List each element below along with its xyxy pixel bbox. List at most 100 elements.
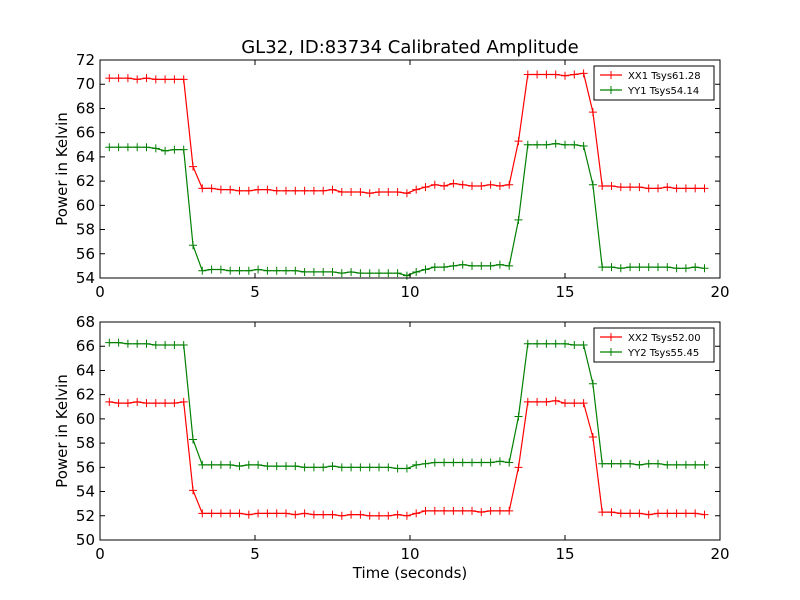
top-series-2-point	[681, 264, 690, 273]
top-series-1-point	[691, 184, 700, 193]
bottom-series-1-point	[291, 510, 300, 519]
top-series-1-point	[570, 70, 579, 79]
top-series-2-point	[170, 145, 179, 154]
bottom-legend-marker	[607, 348, 615, 356]
bottom-series-2-point	[616, 459, 625, 468]
top-series-2-point	[412, 267, 421, 276]
bottom-series-1-point	[505, 506, 514, 515]
top-series-2-point	[654, 263, 662, 272]
top-x-tick-label: 5	[250, 283, 260, 301]
top-series-1-point	[105, 74, 114, 83]
bottom-series-1-point	[300, 509, 309, 518]
bottom-y-tick-label: 68	[76, 313, 95, 331]
top-series-1-point	[393, 188, 402, 197]
bottom-series-2-point	[561, 339, 569, 348]
bottom-series-1-point	[198, 509, 207, 518]
bottom-series-1-point	[542, 397, 551, 406]
bottom-series-2-point	[375, 463, 383, 472]
top-series-1-point	[514, 137, 523, 146]
top-series-1-point	[179, 75, 188, 84]
bottom-series-2-point	[663, 460, 672, 469]
bottom-series-2-point	[681, 460, 690, 469]
top-series-1-point	[421, 183, 430, 192]
bottom-series-2-point	[282, 462, 290, 471]
top-y-tick-label: 66	[76, 124, 95, 142]
bottom-series-1-point	[319, 510, 328, 519]
bottom-legend-label: YY2 Tsys55.45	[627, 348, 699, 359]
bottom-legend	[593, 327, 715, 363]
bottom-series-2-point	[598, 459, 607, 468]
bottom-series-1-point	[309, 510, 318, 519]
top-series-2-point	[616, 264, 625, 273]
top-series-2-point	[626, 263, 635, 272]
bottom-series-2-point	[458, 458, 467, 467]
bottom-series-1-point	[114, 399, 123, 408]
top-y-tick-label: 64	[76, 148, 95, 166]
top-series-2-point	[393, 269, 402, 278]
top-series-2-point	[356, 269, 365, 278]
bottom-series-1-point	[189, 486, 197, 495]
top-series-2-point	[505, 261, 514, 270]
top-series-1-point	[681, 184, 690, 193]
bottom-series-1-point	[458, 506, 467, 515]
top-series-1-point	[607, 181, 616, 190]
bottom-series-2-point	[328, 462, 337, 471]
top-legend-label: YY1 Tsys54.14	[627, 86, 699, 97]
bottom-series-1-point	[207, 509, 216, 518]
top-series-1-point	[458, 180, 467, 189]
bottom-series-1-point	[700, 510, 709, 519]
top-series-2-point	[291, 266, 300, 275]
bottom-series-1-point	[272, 509, 281, 518]
top-series-1-point	[282, 186, 290, 195]
bottom-series-1-point	[523, 397, 532, 406]
top-legend-marker	[607, 71, 615, 79]
top-series-1-point	[533, 70, 542, 79]
top-series-2-point	[561, 140, 569, 149]
bottom-series-2-point	[635, 460, 644, 469]
bottom-plot: 0 5 10 15 20 50 52 54 56 58 60 62 64 66 68 Power in Kel…	[53, 313, 730, 563]
bottom-series-2-point	[291, 462, 300, 471]
top-series-2-point	[161, 146, 170, 155]
top-series-1-point	[319, 186, 328, 195]
top-series-1-point	[114, 74, 123, 83]
bottom-series-1-point	[430, 506, 439, 515]
top-series-1-point	[523, 70, 532, 79]
bottom-series-2-point	[179, 341, 188, 350]
bottom-series-1-point	[588, 433, 597, 442]
bottom-series-2-point	[347, 463, 356, 472]
bottom-series-1-point	[133, 397, 142, 406]
bottom-series-1-point	[421, 506, 430, 515]
bottom-series-2-point	[300, 463, 309, 472]
bottom-series-1-point	[561, 399, 569, 408]
top-series-2-point	[495, 260, 504, 269]
top-y-tick-label: 56	[76, 245, 95, 263]
bottom-series-2-point	[477, 458, 486, 467]
bottom-series-2-point	[309, 463, 318, 472]
bottom-series-2-point	[523, 339, 532, 348]
top-series-1-point	[449, 179, 458, 188]
bottom-series-2-point	[114, 338, 123, 347]
bottom-legend-label: XX2 Tsys52.00	[628, 333, 701, 344]
top-series-2-point	[430, 263, 439, 272]
top-series-2-point	[672, 264, 681, 273]
bottom-series-1-point	[691, 509, 700, 518]
bottom-series-1-point	[151, 399, 160, 408]
bottom-series-1-point	[579, 399, 588, 408]
bottom-series-1-point	[616, 509, 625, 518]
bottom-series-1-point	[468, 506, 476, 515]
bottom-series-2-point	[412, 460, 421, 469]
bottom-series-1-point	[179, 397, 188, 406]
top-series-2-point	[198, 266, 207, 275]
bottom-series-2-point	[170, 341, 179, 350]
bottom-y-tick-label: 64	[76, 361, 95, 379]
bottom-series-2-point	[161, 341, 170, 350]
bottom-series-2-point	[421, 459, 430, 468]
top-series-2-point	[216, 265, 225, 274]
top-series-1-point	[505, 180, 514, 189]
top-series-1-point	[291, 186, 300, 195]
top-series-2-point	[635, 263, 644, 272]
bottom-series-2-point	[430, 458, 439, 467]
bottom-series-1-point	[551, 396, 560, 405]
top-series-1-point	[672, 184, 681, 193]
